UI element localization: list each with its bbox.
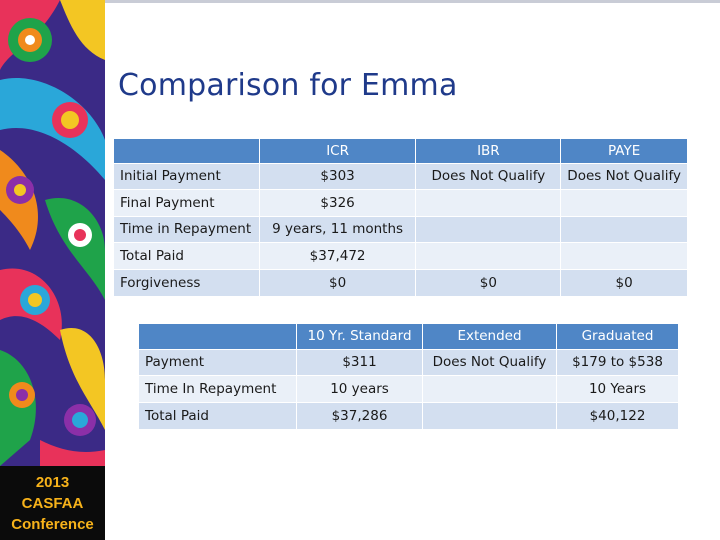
table-cell: $37,472 (259, 242, 417, 269)
table-cell: $326 (259, 189, 417, 216)
table-cell: $0 (415, 268, 562, 296)
header-cell: ICR (259, 139, 417, 163)
table-header-row: 10 Yr. Standard Extended Graduated (139, 324, 678, 349)
badge-org: CASFAA (21, 495, 84, 512)
table-row: Time In Repayment 10 years 10 Years (139, 375, 678, 402)
row-label: Total Paid (139, 401, 297, 429)
table-header-row: ICR IBR PAYE (114, 139, 687, 163)
row-label: Time in Repayment (114, 215, 260, 243)
table-cell: Does Not Qualify (560, 162, 687, 190)
table-cell: 10 years (296, 375, 423, 402)
header-cell: IBR (415, 139, 562, 163)
table-cell: $0 (259, 268, 417, 296)
table-cell: $0 (560, 268, 687, 296)
table-row: Forgiveness $0 $0 $0 (114, 268, 687, 296)
table-cell: $37,286 (296, 401, 423, 429)
table-row: Time in Repayment 9 years, 11 months (114, 215, 687, 243)
slide-title: Comparison for Emma (118, 68, 458, 103)
table-cell: 10 Years (556, 375, 678, 402)
table-cell (560, 215, 687, 243)
header-cell: Graduated (556, 324, 678, 349)
table-row: Initial Payment $303 Does Not Qualify Do… (114, 162, 687, 190)
conference-badge: 2013 CASFAA Conference (0, 466, 105, 540)
table-cell (560, 189, 687, 216)
badge-year: 2013 (35, 474, 70, 491)
table-row: Total Paid $37,286 $40,122 (139, 401, 678, 429)
row-label: Forgiveness (114, 268, 260, 296)
top-divider (105, 0, 720, 3)
header-cell: 10 Yr. Standard (296, 324, 423, 349)
table-cell: $179 to $538 (556, 348, 678, 376)
table-cell (415, 189, 562, 216)
header-cell: PAYE (560, 139, 687, 163)
table-row: Payment $311 Does Not Qualify $179 to $5… (139, 348, 678, 376)
table-cell (422, 375, 557, 402)
decorative-sidebar: 2013 CASFAA Conference (0, 0, 105, 540)
table-cell: Does Not Qualify (422, 348, 557, 376)
row-label: Payment (139, 348, 297, 376)
repayment-plans-table: ICR IBR PAYE Initial Payment $303 Does N… (114, 139, 687, 296)
header-cell: Extended (422, 324, 557, 349)
table-cell (415, 215, 562, 243)
row-label: Final Payment (114, 189, 260, 216)
row-label: Time In Repayment (139, 375, 297, 402)
standard-plans-table: 10 Yr. Standard Extended Graduated Payme… (139, 324, 678, 429)
paisley-pattern-image (0, 0, 105, 466)
table-row: Final Payment $326 (114, 189, 687, 216)
table-cell: Does Not Qualify (415, 162, 562, 190)
table-row: Total Paid $37,472 (114, 242, 687, 269)
badge-event: Conference (11, 516, 94, 533)
row-label: Initial Payment (114, 162, 260, 190)
table-cell: $303 (259, 162, 417, 190)
table-cell (415, 242, 562, 269)
row-label: Total Paid (114, 242, 260, 269)
table-cell: $311 (296, 348, 423, 376)
table-cell (560, 242, 687, 269)
header-cell (114, 139, 260, 163)
header-cell (139, 324, 297, 349)
table-cell (422, 401, 557, 429)
table-cell: 9 years, 11 months (259, 215, 417, 243)
table-cell: $40,122 (556, 401, 678, 429)
